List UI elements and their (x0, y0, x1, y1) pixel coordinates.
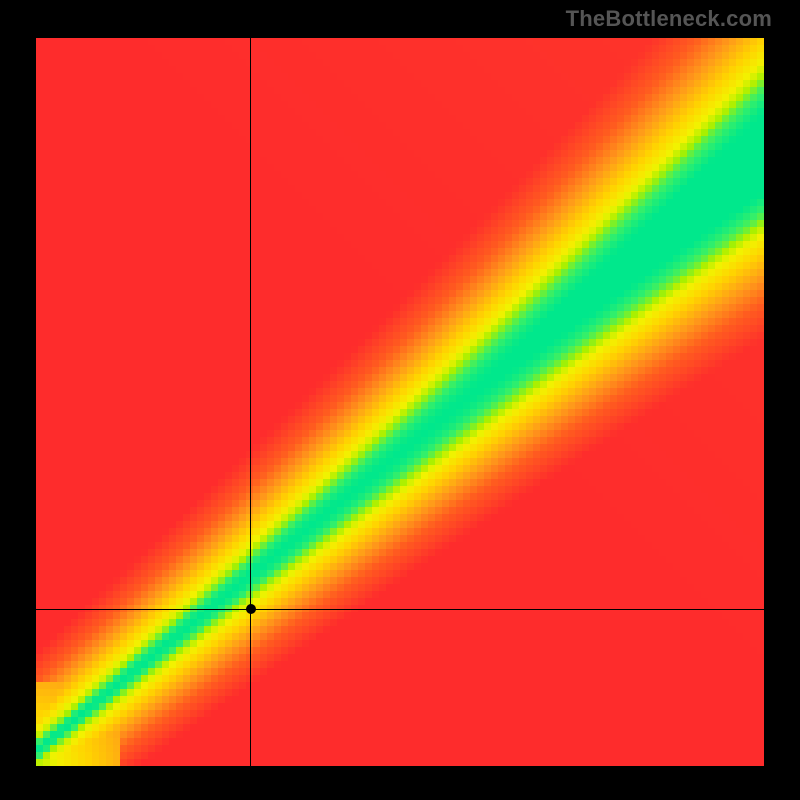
heatmap-canvas (36, 38, 764, 766)
heatmap-plot (36, 38, 764, 766)
watermark-text: TheBottleneck.com (566, 6, 772, 32)
crosshair-horizontal (36, 609, 764, 610)
crosshair-vertical (250, 38, 251, 766)
